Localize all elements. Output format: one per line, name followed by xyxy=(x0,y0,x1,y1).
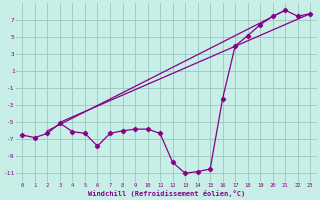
X-axis label: Windchill (Refroidissement éolien,°C): Windchill (Refroidissement éolien,°C) xyxy=(88,190,245,197)
